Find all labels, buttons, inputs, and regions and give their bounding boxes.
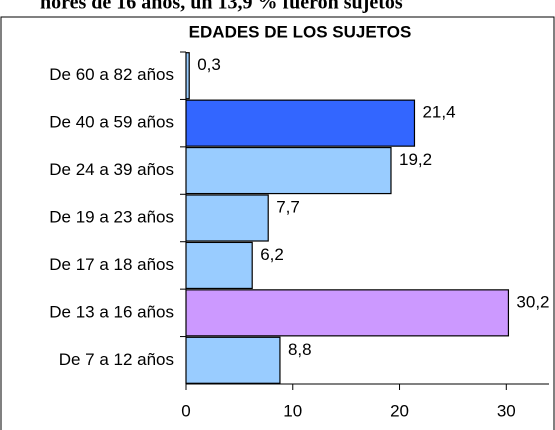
value-label: 6,2 (260, 245, 284, 264)
chart-border (0, 16, 555, 430)
x-tick-label: 30 (497, 401, 516, 420)
x-tick-label: 10 (283, 401, 302, 420)
value-label: 7,7 (276, 197, 300, 216)
x-tick-label: 20 (390, 401, 409, 420)
value-label: 21,4 (422, 103, 455, 122)
bar (185, 289, 510, 337)
bar (185, 146, 392, 195)
bar (185, 194, 269, 242)
bar (185, 52, 190, 100)
bar (185, 99, 416, 147)
bar (185, 241, 253, 290)
value-label: 0,3 (197, 55, 221, 74)
y-tick-label: De 7 a 12 años (59, 350, 174, 369)
x-tick-label: 0 (181, 401, 190, 420)
y-tick-label: De 24 a 39 años (49, 160, 174, 179)
y-tick-label: De 13 a 16 años (49, 302, 174, 321)
y-tick-label: De 17 a 18 años (49, 255, 174, 274)
header-text: nores de 16 años, un 13,9 % fueron sujet… (40, 0, 403, 14)
y-tick-label: De 40 a 59 años (49, 113, 174, 132)
value-label: 19,2 (399, 150, 432, 169)
y-tick-label: De 60 a 82 años (49, 65, 174, 84)
value-label: 30,2 (516, 292, 549, 311)
y-tick-label: De 19 a 23 años (49, 207, 174, 226)
value-label: 8,8 (288, 340, 312, 359)
bar (185, 336, 281, 384)
chart-title: EDADES DE LOS SUJETOS (189, 22, 412, 41)
